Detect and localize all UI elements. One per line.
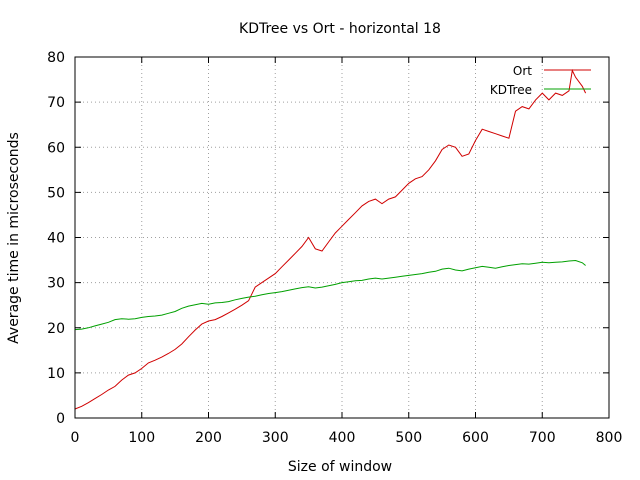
x-tick-label: 700 <box>529 430 556 446</box>
legend-label: KDTree <box>490 83 532 97</box>
x-tick-label: 800 <box>596 430 623 446</box>
x-tick-label: 300 <box>262 430 289 446</box>
y-tick-label: 30 <box>47 276 65 292</box>
legend-label: Ort <box>513 64 532 78</box>
y-tick-label: 40 <box>47 231 65 247</box>
series-layer <box>74 68 587 410</box>
x-tick-label: 0 <box>71 430 80 446</box>
y-tick-label: 0 <box>56 411 65 427</box>
series-line-kdtree <box>74 259 586 331</box>
x-axis-label: Size of window <box>288 459 392 475</box>
x-tick-label: 500 <box>395 430 422 446</box>
y-tick-label: 10 <box>47 366 65 382</box>
y-axis-label: Average time in microseconds <box>6 132 22 344</box>
y-tick-label: 20 <box>47 321 65 337</box>
y-tick-label: 70 <box>47 95 65 111</box>
series-line-ort <box>74 68 587 410</box>
y-tick-label: 80 <box>47 50 65 66</box>
legend: Ort KDTree <box>490 64 591 97</box>
x-tick-label: 200 <box>195 430 222 446</box>
axis-ticks: 0 100 200 300 400 500 600 700 800 0 10 20 30 40 50 60 70… <box>47 50 622 446</box>
x-tick-label: 100 <box>128 430 155 446</box>
chart-title: KDTree vs Ort - horizontal 18 <box>239 21 441 37</box>
x-tick-label: 600 <box>462 430 489 446</box>
x-tick-label: 400 <box>329 430 356 446</box>
y-tick-label: 50 <box>47 185 65 201</box>
plot-frame <box>74 56 610 419</box>
y-tick-label: 60 <box>47 140 65 156</box>
gridlines <box>75 57 609 418</box>
